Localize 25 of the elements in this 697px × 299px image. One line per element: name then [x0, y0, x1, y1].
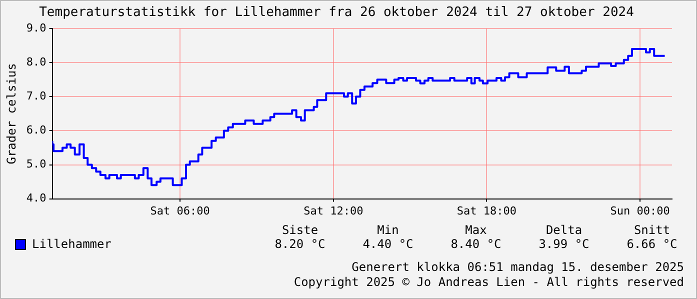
text: 6.66 °C — [626, 237, 678, 251]
text: Generert klokka 06:51 mandag 15. desember 2025 — [350, 260, 684, 275]
text: Min — [376, 223, 400, 237]
legend-label: Lillehammer — [32, 237, 112, 251]
y-tick-label: 6.0 — [26, 124, 46, 137]
text: Max — [464, 223, 488, 237]
x-tick-label: Sat 18:00 — [456, 204, 517, 218]
y-axis-title: Grader celsius — [4, 63, 18, 164]
text: Copyright 2025 © Jo Andreas Lien - All rights reserved — [294, 275, 684, 290]
y-tick-label: 4.0 — [26, 192, 46, 205]
y-tick-label: 9.0 — [26, 21, 46, 34]
x-tick-label: Sat 06:00 — [150, 204, 210, 218]
text: 3.99 °C — [538, 237, 590, 251]
y-tick-label: 7.0 — [26, 90, 46, 103]
x-tick-label: Sat 12:00 — [304, 204, 364, 218]
text: Snitt — [632, 223, 672, 237]
text: Delta — [544, 223, 584, 237]
text: 8.40 °C — [450, 237, 502, 251]
x-tick-label: Sun 00:00 — [610, 204, 670, 218]
text: 8.20 °C — [274, 237, 326, 251]
y-tick-label: 5.0 — [26, 158, 46, 171]
chart-title: Temperaturstatistikk for Lillehammer fra 26 oktober 2024 til 27 oktober 2024 — [39, 5, 634, 20]
text: 4.40 °C — [362, 237, 414, 251]
y-tick-label: 8.0 — [26, 56, 46, 68]
text: Siste — [280, 223, 320, 237]
